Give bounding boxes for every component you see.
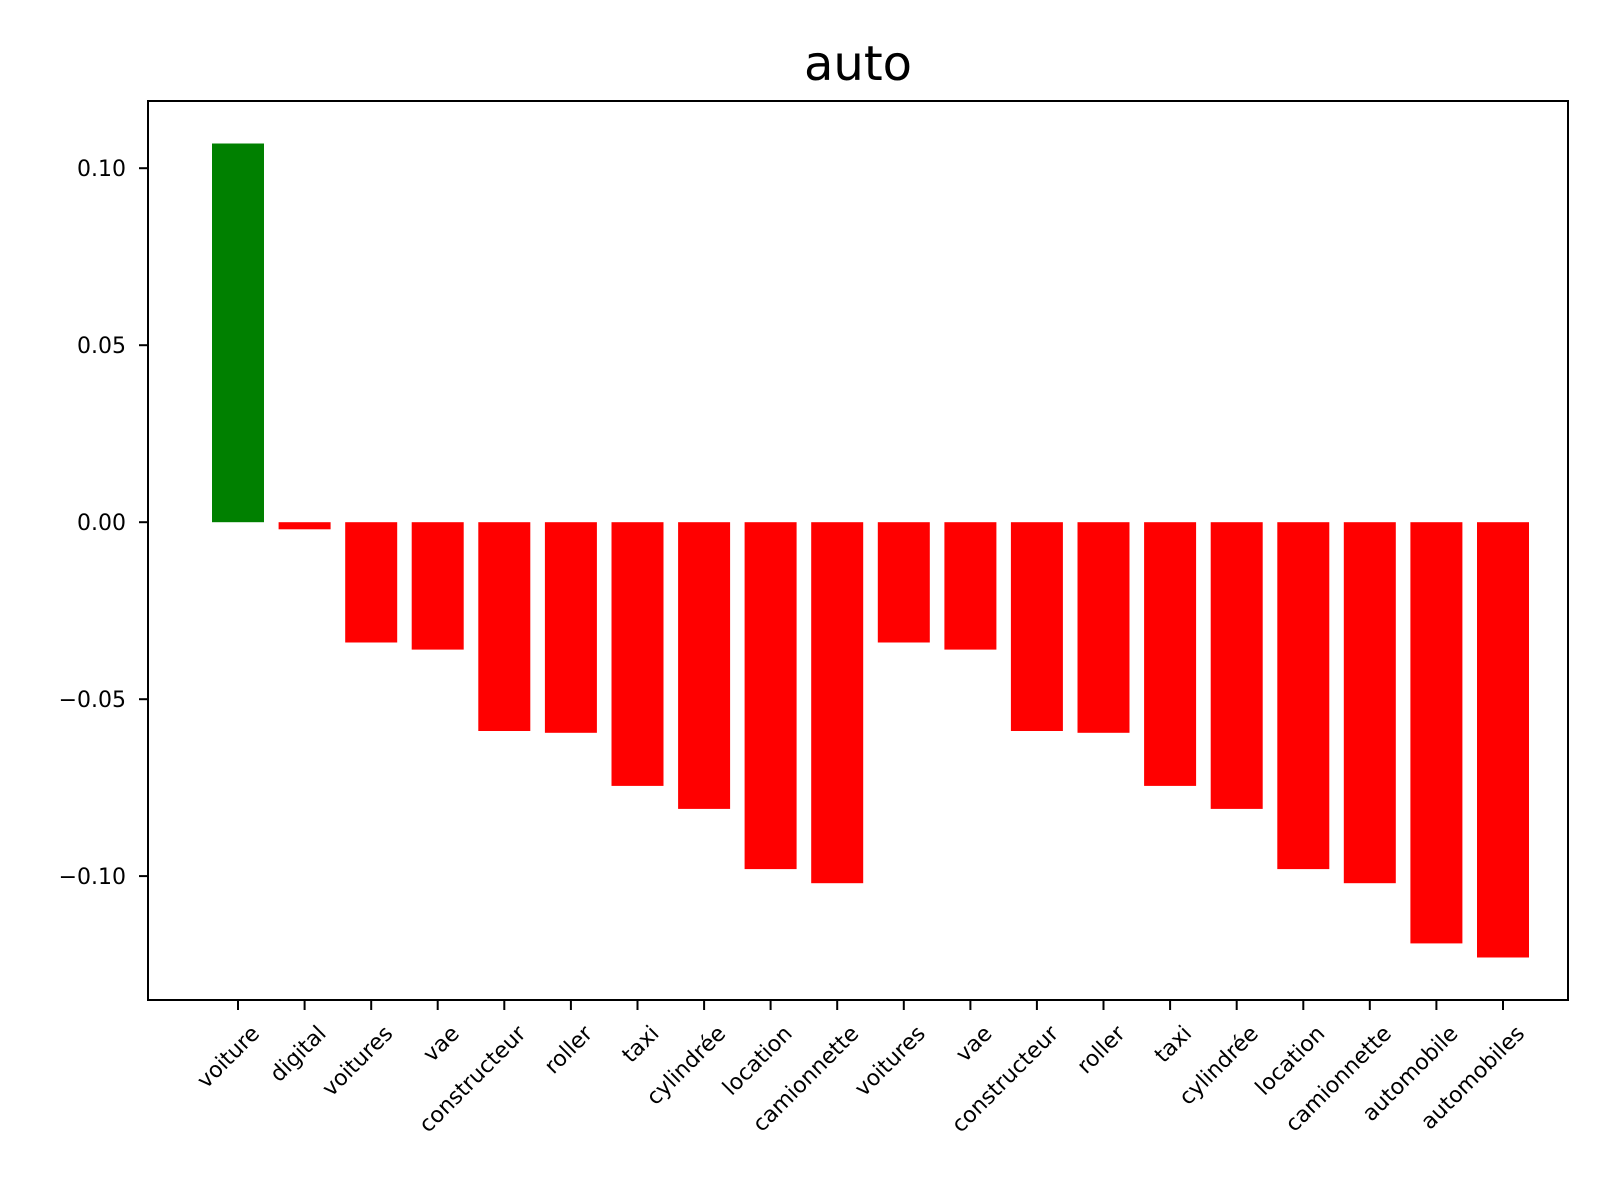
bar: [1010, 522, 1063, 731]
y-tick-label: 0.05: [77, 334, 126, 359]
bar: [1277, 522, 1330, 870]
bar: [611, 522, 664, 786]
bar: [1410, 522, 1463, 944]
bar: [944, 522, 997, 650]
y-tick-label: 0.10: [77, 157, 126, 182]
y-tick-label: −0.10: [59, 865, 126, 890]
bar: [478, 522, 531, 731]
y-tick-label: 0.00: [77, 511, 126, 536]
bar: [744, 522, 797, 870]
y-tick-label: −0.05: [59, 688, 126, 713]
bar: [1144, 522, 1197, 786]
bar: [544, 522, 597, 733]
bar: [877, 522, 930, 643]
bar: [1077, 522, 1130, 733]
bars-layer: [212, 143, 1529, 958]
plot-frame: [147, 100, 1569, 1001]
bar: [345, 522, 398, 643]
bar: [1477, 522, 1529, 958]
chart-title: auto: [804, 36, 912, 92]
y-axis: 0.10 0.05 0.00 −0.05 −0.10: [59, 157, 148, 890]
bar: [1343, 522, 1396, 884]
bar: [411, 522, 464, 650]
bar: [811, 522, 864, 884]
bar: [212, 143, 264, 523]
bar: [1210, 522, 1263, 809]
bar: [278, 522, 331, 530]
bar: [678, 522, 731, 809]
